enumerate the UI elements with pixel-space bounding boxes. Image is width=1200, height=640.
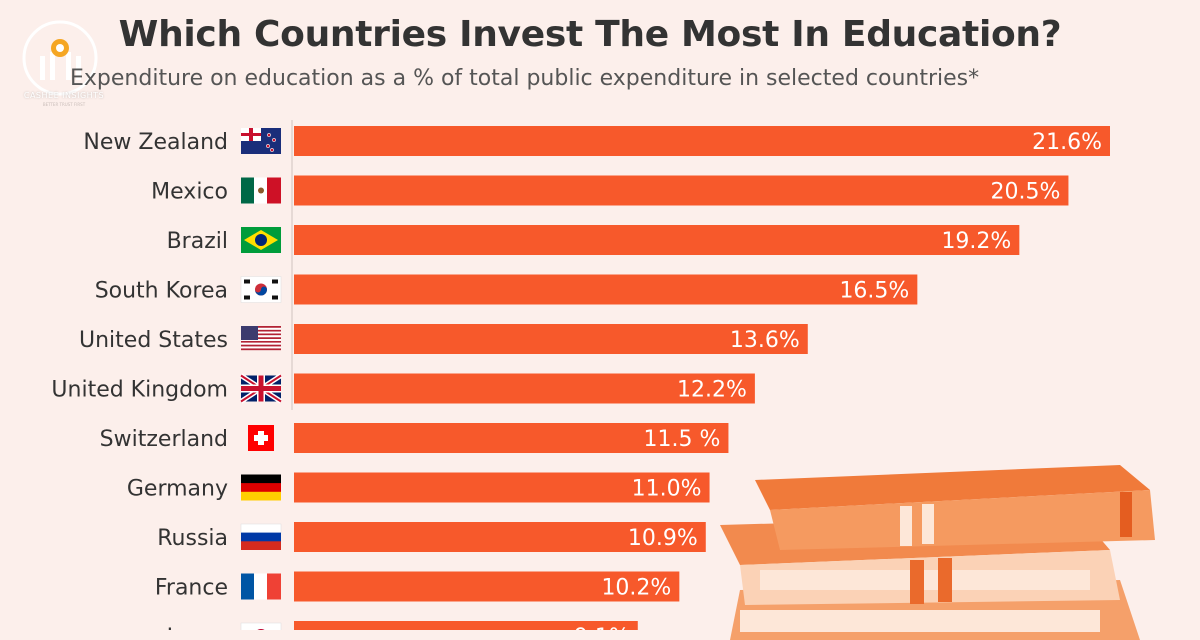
data-label: 21.6% [1032, 130, 1102, 155]
brand-tagline: BETTER TRUST FIRST [42, 102, 86, 107]
data-label: 10.2% [601, 576, 671, 601]
nz-flag-icon [241, 128, 281, 154]
mx-flag-icon [241, 177, 281, 204]
category-label: France [155, 576, 228, 601]
category-label: Switzerland [100, 427, 228, 452]
bar [294, 175, 1069, 206]
de-flag-icon [241, 474, 281, 501]
ru-flag-icon [240, 523, 282, 550]
kr-flag-icon [240, 276, 282, 303]
data-label: 10.9% [628, 526, 698, 551]
bar [294, 472, 710, 503]
data-label: 16.5% [839, 279, 909, 304]
category-label: United States [79, 328, 228, 353]
books-illustration-icon [720, 465, 1155, 640]
bar [294, 324, 808, 354]
chart-subtitle: Expenditure on education as a % of total… [70, 66, 980, 91]
data-label: 13.6% [730, 328, 800, 353]
category-label: South Korea [95, 279, 228, 304]
bar [294, 522, 706, 552]
data-label: 19.2% [941, 229, 1011, 254]
brand-name: CASHEE INSIGHTS [23, 91, 105, 100]
data-label: 11.0% [632, 477, 702, 502]
bar [294, 373, 755, 404]
bar [294, 571, 680, 602]
category-label: United Kingdom [51, 378, 228, 403]
category-label: Brazil [167, 229, 228, 254]
category-label: Germany [127, 477, 228, 502]
category-label: Mexico [151, 180, 228, 205]
chart-title: Which Countries Invest The Most In Educa… [118, 14, 1062, 55]
ch-flag-icon [248, 425, 274, 451]
jp-flag-icon [240, 622, 282, 630]
data-label: 12.2% [677, 378, 747, 403]
category-label: Japan [165, 625, 228, 630]
bar [294, 423, 729, 453]
bar [294, 126, 1110, 156]
data-label: 9.1% [574, 625, 630, 630]
data-label: 20.5% [991, 180, 1061, 205]
bar [294, 225, 1020, 255]
category-label: Russia [157, 526, 228, 551]
brand-logo-icon [22, 20, 98, 96]
fr-flag-icon [241, 573, 281, 600]
uk-flag-icon [239, 373, 283, 404]
us-flag-icon [241, 326, 281, 351]
bar [294, 274, 918, 305]
bar [294, 621, 638, 630]
category-label: New Zealand [83, 130, 228, 155]
br-flag-icon [241, 227, 281, 253]
data-label: 11.5 % [644, 427, 721, 452]
